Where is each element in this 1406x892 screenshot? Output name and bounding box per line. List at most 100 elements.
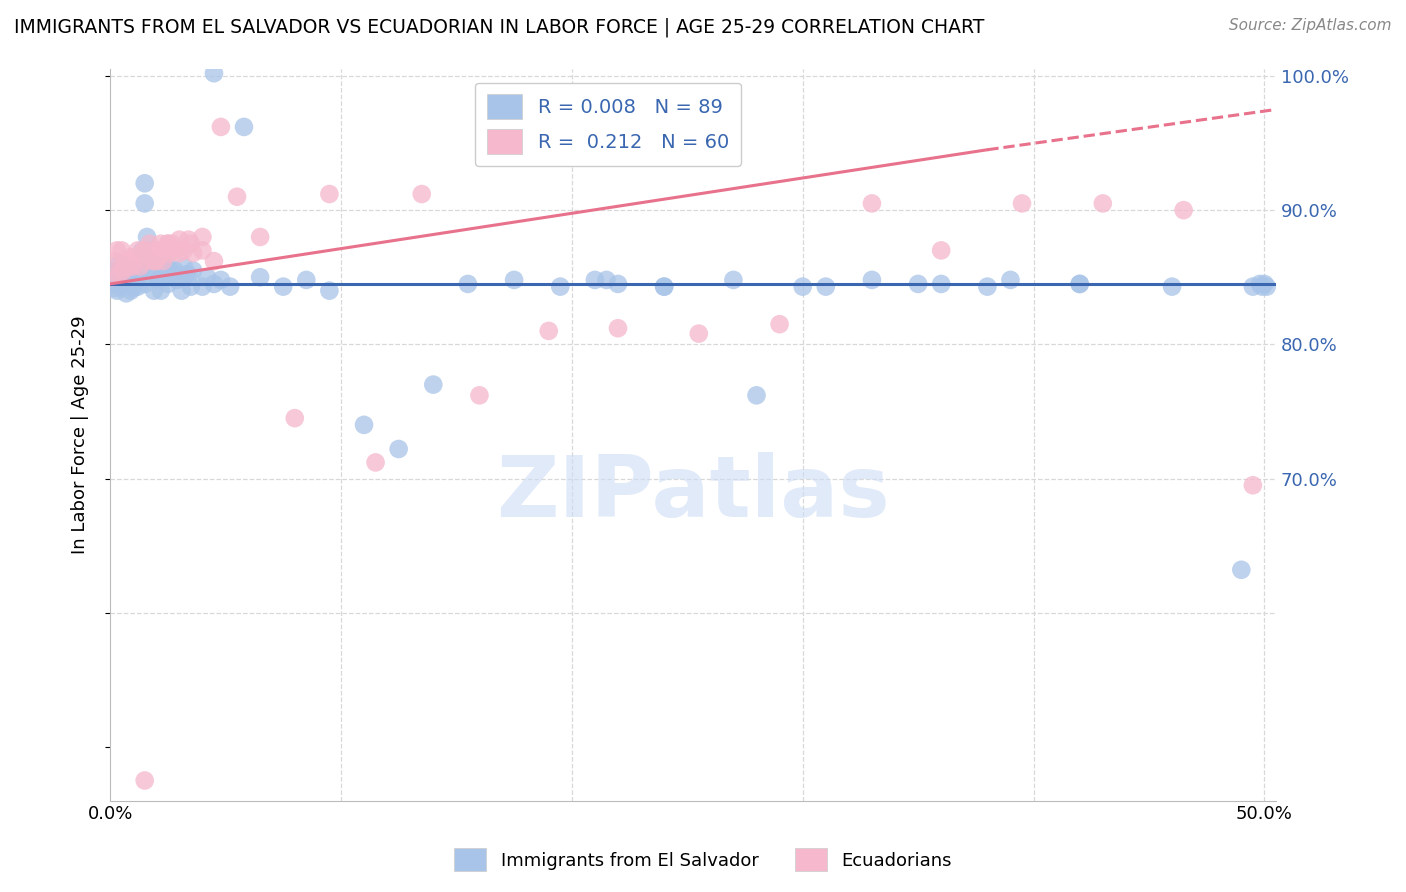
Point bbox=[134, 244, 156, 258]
Point bbox=[148, 250, 170, 264]
Point bbox=[162, 236, 184, 251]
Point bbox=[1251, 279, 1274, 293]
Point bbox=[503, 273, 526, 287]
Point bbox=[929, 277, 952, 291]
Point bbox=[134, 244, 156, 258]
Point bbox=[181, 246, 204, 260]
Point bbox=[129, 263, 152, 277]
Point bbox=[105, 244, 128, 258]
Point bbox=[353, 417, 375, 432]
Point bbox=[148, 273, 170, 287]
Point bbox=[723, 273, 745, 287]
Point bbox=[1069, 277, 1091, 291]
Point bbox=[141, 270, 163, 285]
Point bbox=[295, 273, 318, 287]
Point bbox=[173, 260, 195, 274]
Point bbox=[607, 277, 630, 291]
Point bbox=[122, 263, 145, 277]
Point bbox=[792, 279, 814, 293]
Point bbox=[233, 120, 256, 134]
Point bbox=[929, 244, 952, 258]
Point bbox=[145, 244, 167, 258]
Point bbox=[202, 66, 225, 80]
Point bbox=[149, 284, 172, 298]
Point bbox=[1000, 273, 1022, 287]
Point bbox=[117, 268, 139, 282]
Point bbox=[156, 277, 179, 291]
Y-axis label: In Labor Force | Age 25-29: In Labor Force | Age 25-29 bbox=[72, 316, 89, 554]
Point bbox=[219, 279, 242, 293]
Point bbox=[124, 277, 146, 291]
Point bbox=[120, 270, 142, 285]
Point bbox=[169, 270, 191, 285]
Text: ZIPatlas: ZIPatlas bbox=[496, 452, 890, 535]
Point bbox=[110, 279, 132, 293]
Point bbox=[169, 233, 191, 247]
Point bbox=[108, 257, 131, 271]
Point bbox=[105, 263, 128, 277]
Point bbox=[1230, 563, 1253, 577]
Point bbox=[548, 279, 571, 293]
Point bbox=[145, 254, 167, 268]
Point bbox=[652, 279, 675, 293]
Point bbox=[1161, 279, 1184, 293]
Point bbox=[152, 260, 174, 274]
Point bbox=[1256, 279, 1278, 293]
Point bbox=[284, 411, 307, 425]
Point bbox=[209, 273, 232, 287]
Point bbox=[860, 196, 883, 211]
Point bbox=[101, 277, 124, 291]
Point bbox=[1253, 277, 1275, 291]
Point bbox=[156, 236, 179, 251]
Point bbox=[607, 321, 630, 335]
Point bbox=[101, 270, 124, 285]
Point bbox=[142, 254, 165, 268]
Point bbox=[120, 284, 142, 298]
Point bbox=[110, 260, 132, 274]
Point bbox=[364, 455, 387, 469]
Point bbox=[180, 236, 202, 251]
Point bbox=[457, 277, 479, 291]
Point bbox=[422, 377, 444, 392]
Point bbox=[156, 260, 179, 274]
Point bbox=[134, 176, 156, 190]
Point bbox=[169, 246, 191, 260]
Point bbox=[170, 284, 193, 298]
Point bbox=[976, 279, 998, 293]
Point bbox=[115, 254, 138, 268]
Point bbox=[134, 196, 156, 211]
Point bbox=[768, 317, 790, 331]
Point bbox=[104, 254, 127, 268]
Point bbox=[318, 187, 340, 202]
Point bbox=[131, 244, 153, 258]
Point bbox=[388, 442, 411, 456]
Point bbox=[1011, 196, 1033, 211]
Point bbox=[860, 273, 883, 287]
Point bbox=[271, 279, 294, 293]
Point bbox=[468, 388, 491, 402]
Point bbox=[104, 281, 127, 295]
Point bbox=[249, 230, 271, 244]
Point bbox=[195, 270, 218, 285]
Point bbox=[112, 268, 135, 282]
Point bbox=[191, 230, 214, 244]
Point bbox=[112, 277, 135, 291]
Text: Source: ZipAtlas.com: Source: ZipAtlas.com bbox=[1229, 18, 1392, 33]
Point bbox=[104, 270, 127, 285]
Point bbox=[202, 254, 225, 268]
Point bbox=[166, 273, 188, 287]
Point bbox=[117, 260, 139, 274]
Point bbox=[1249, 277, 1271, 291]
Point bbox=[249, 270, 271, 285]
Point bbox=[141, 246, 163, 260]
Point bbox=[131, 246, 153, 260]
Point bbox=[134, 773, 156, 788]
Legend: Immigrants from El Salvador, Ecuadorians: Immigrants from El Salvador, Ecuadorians bbox=[447, 841, 959, 879]
Point bbox=[117, 277, 139, 291]
Point bbox=[127, 279, 149, 293]
Point bbox=[226, 190, 249, 204]
Point bbox=[181, 263, 204, 277]
Point bbox=[202, 277, 225, 291]
Point bbox=[112, 263, 135, 277]
Point bbox=[129, 260, 152, 274]
